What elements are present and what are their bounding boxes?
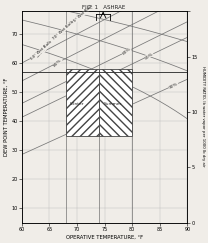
Text: 50%: 50% — [144, 52, 154, 61]
Text: 70° Wet Bulb: 70° Wet Bulb — [52, 20, 74, 41]
Text: 75° Wet Bulb: 75° Wet Bulb — [71, 4, 94, 25]
Text: 100%: 100% — [35, 47, 47, 59]
Text: FIG. 1   ASHRAE: FIG. 1 ASHRAE — [82, 5, 126, 10]
Bar — [99, 69, 132, 136]
Text: 60%: 60% — [121, 47, 132, 56]
Text: 64° Wet Bulb: 64° Wet Bulb — [30, 40, 52, 61]
Text: Summer: Summer — [104, 102, 122, 106]
Y-axis label: HUMIDITY RATIO, lb water vapor per 1000 lb dry air: HUMIDITY RATIO, lb water vapor per 1000 … — [201, 66, 204, 167]
X-axis label: OPERATIVE TEMPERATURE, °F: OPERATIVE TEMPERATURE, °F — [66, 234, 143, 240]
Text: Winter: Winter — [70, 102, 84, 106]
Y-axis label: DEW POINT TEMPERATURE, °F: DEW POINT TEMPERATURE, °F — [4, 78, 9, 156]
Text: 80%: 80% — [53, 58, 62, 67]
Text: 30%: 30% — [168, 81, 179, 89]
Bar — [66, 69, 99, 136]
